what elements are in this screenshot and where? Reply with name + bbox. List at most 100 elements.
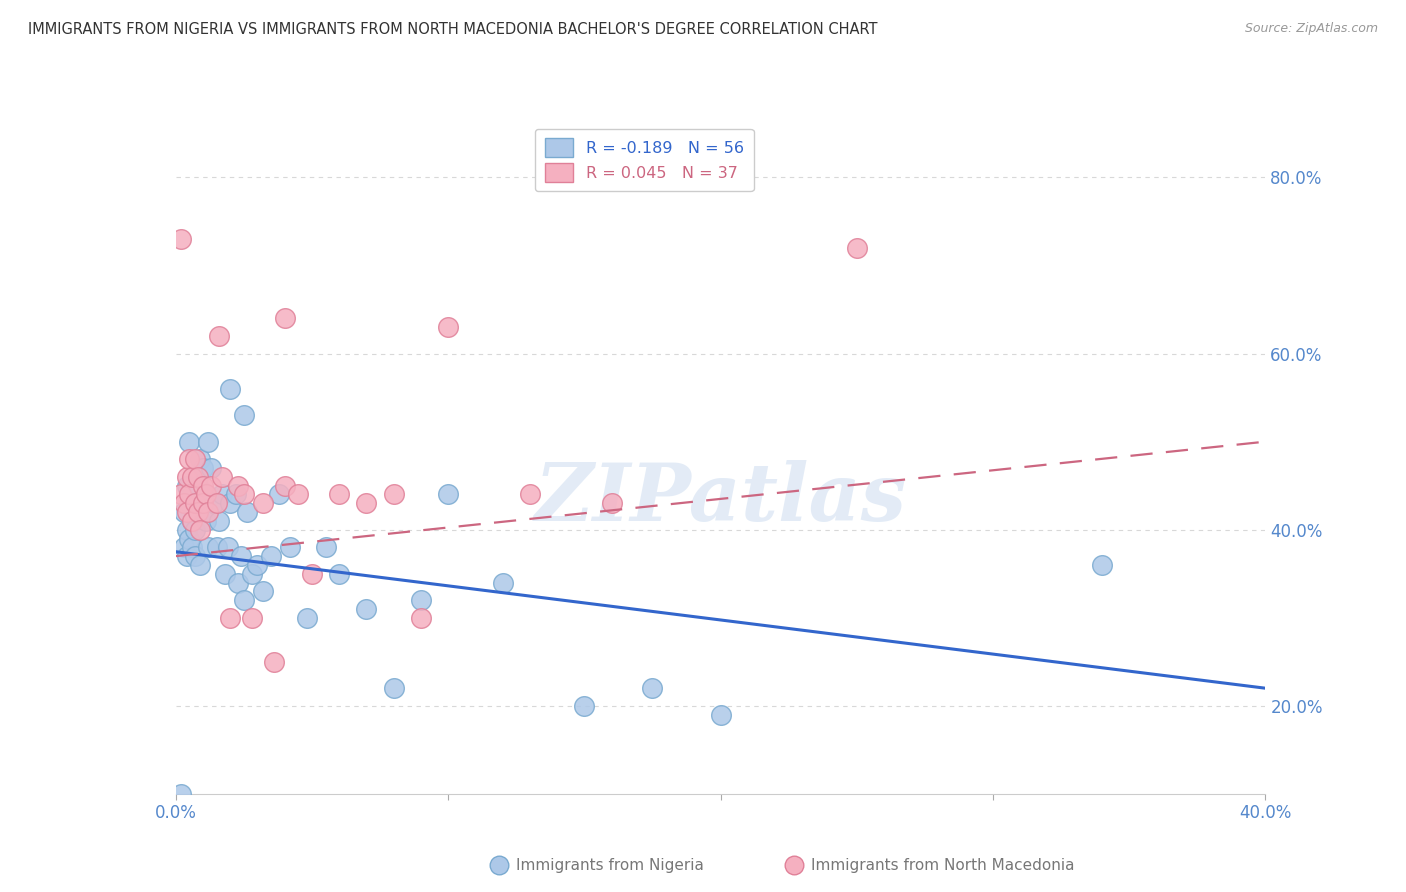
Point [186, 470, 209, 484]
Point [328, 566, 350, 581]
Point [191, 496, 214, 510]
Point [228, 478, 250, 492]
Point [181, 487, 204, 501]
Point [232, 409, 254, 423]
Point [200, 461, 222, 475]
Point [274, 311, 297, 326]
Point [181, 514, 204, 528]
Point [232, 487, 254, 501]
Point [205, 496, 228, 510]
Point [278, 541, 301, 555]
Point [179, 532, 201, 546]
Point [356, 602, 378, 616]
Point [208, 329, 231, 343]
Point [176, 549, 198, 563]
Point [845, 241, 868, 255]
Point [492, 575, 515, 590]
Point [179, 434, 201, 449]
Point [641, 681, 664, 696]
Point [232, 593, 254, 607]
Point [356, 496, 378, 510]
Point [184, 523, 207, 537]
Point [263, 655, 285, 669]
Point [409, 611, 432, 625]
Point [228, 575, 250, 590]
Point [194, 514, 217, 528]
Point [197, 434, 219, 449]
Point [214, 566, 236, 581]
Point [188, 452, 211, 467]
Point [519, 487, 541, 501]
Point [1091, 558, 1114, 572]
Point [179, 452, 201, 467]
Point [231, 549, 253, 563]
Point [181, 470, 204, 484]
Point [200, 478, 222, 492]
Point [295, 611, 318, 625]
Text: IMMIGRANTS FROM NIGERIA VS IMMIGRANTS FROM NORTH MACEDONIA BACHELOR'S DEGREE COR: IMMIGRANTS FROM NIGERIA VS IMMIGRANTS FR… [28, 22, 877, 37]
Point [176, 478, 198, 492]
Point [179, 487, 201, 501]
Point [409, 593, 432, 607]
Point [179, 496, 201, 510]
Point [574, 698, 596, 713]
Point [382, 681, 405, 696]
Point [246, 558, 269, 572]
Point [240, 566, 263, 581]
Point [176, 523, 198, 537]
Point [186, 478, 209, 492]
Point [205, 541, 228, 555]
Point [783, 858, 806, 872]
Point [235, 505, 257, 519]
Point [194, 487, 217, 501]
Point [260, 549, 283, 563]
Point [710, 707, 733, 722]
Point [170, 787, 193, 801]
Point [287, 487, 309, 501]
Point [208, 514, 231, 528]
Point [173, 541, 195, 555]
Point [184, 452, 207, 467]
Point [184, 549, 207, 563]
Point [173, 505, 195, 519]
Point [240, 611, 263, 625]
Point [186, 505, 209, 519]
Point [211, 487, 233, 501]
Point [173, 496, 195, 510]
Point [184, 496, 207, 510]
Point [437, 487, 460, 501]
Point [315, 541, 337, 555]
Point [170, 232, 193, 246]
Point [191, 478, 214, 492]
Point [188, 558, 211, 572]
Point [176, 505, 198, 519]
Point [181, 514, 204, 528]
Point [252, 584, 274, 599]
Point [170, 487, 193, 501]
Point [219, 496, 242, 510]
Point [191, 461, 214, 475]
Point [181, 541, 204, 555]
Point [269, 487, 291, 501]
Legend: R = -0.189   N = 56, R = 0.045   N = 37: R = -0.189 N = 56, R = 0.045 N = 37 [534, 128, 754, 191]
Point [219, 611, 242, 625]
Text: Immigrants from North Macedonia: Immigrants from North Macedonia [811, 858, 1074, 872]
Point [176, 470, 198, 484]
Point [219, 382, 242, 396]
Point [301, 566, 323, 581]
Point [274, 478, 297, 492]
Point [382, 487, 405, 501]
Point [488, 858, 510, 872]
Point [225, 487, 247, 501]
Point [217, 541, 239, 555]
Point [188, 523, 211, 537]
Text: ZIPatlas: ZIPatlas [534, 459, 907, 537]
Point [211, 470, 233, 484]
Point [197, 505, 219, 519]
Point [600, 496, 623, 510]
Point [252, 496, 274, 510]
Point [328, 487, 350, 501]
Text: Immigrants from Nigeria: Immigrants from Nigeria [516, 858, 704, 872]
Point [194, 487, 217, 501]
Point [184, 496, 207, 510]
